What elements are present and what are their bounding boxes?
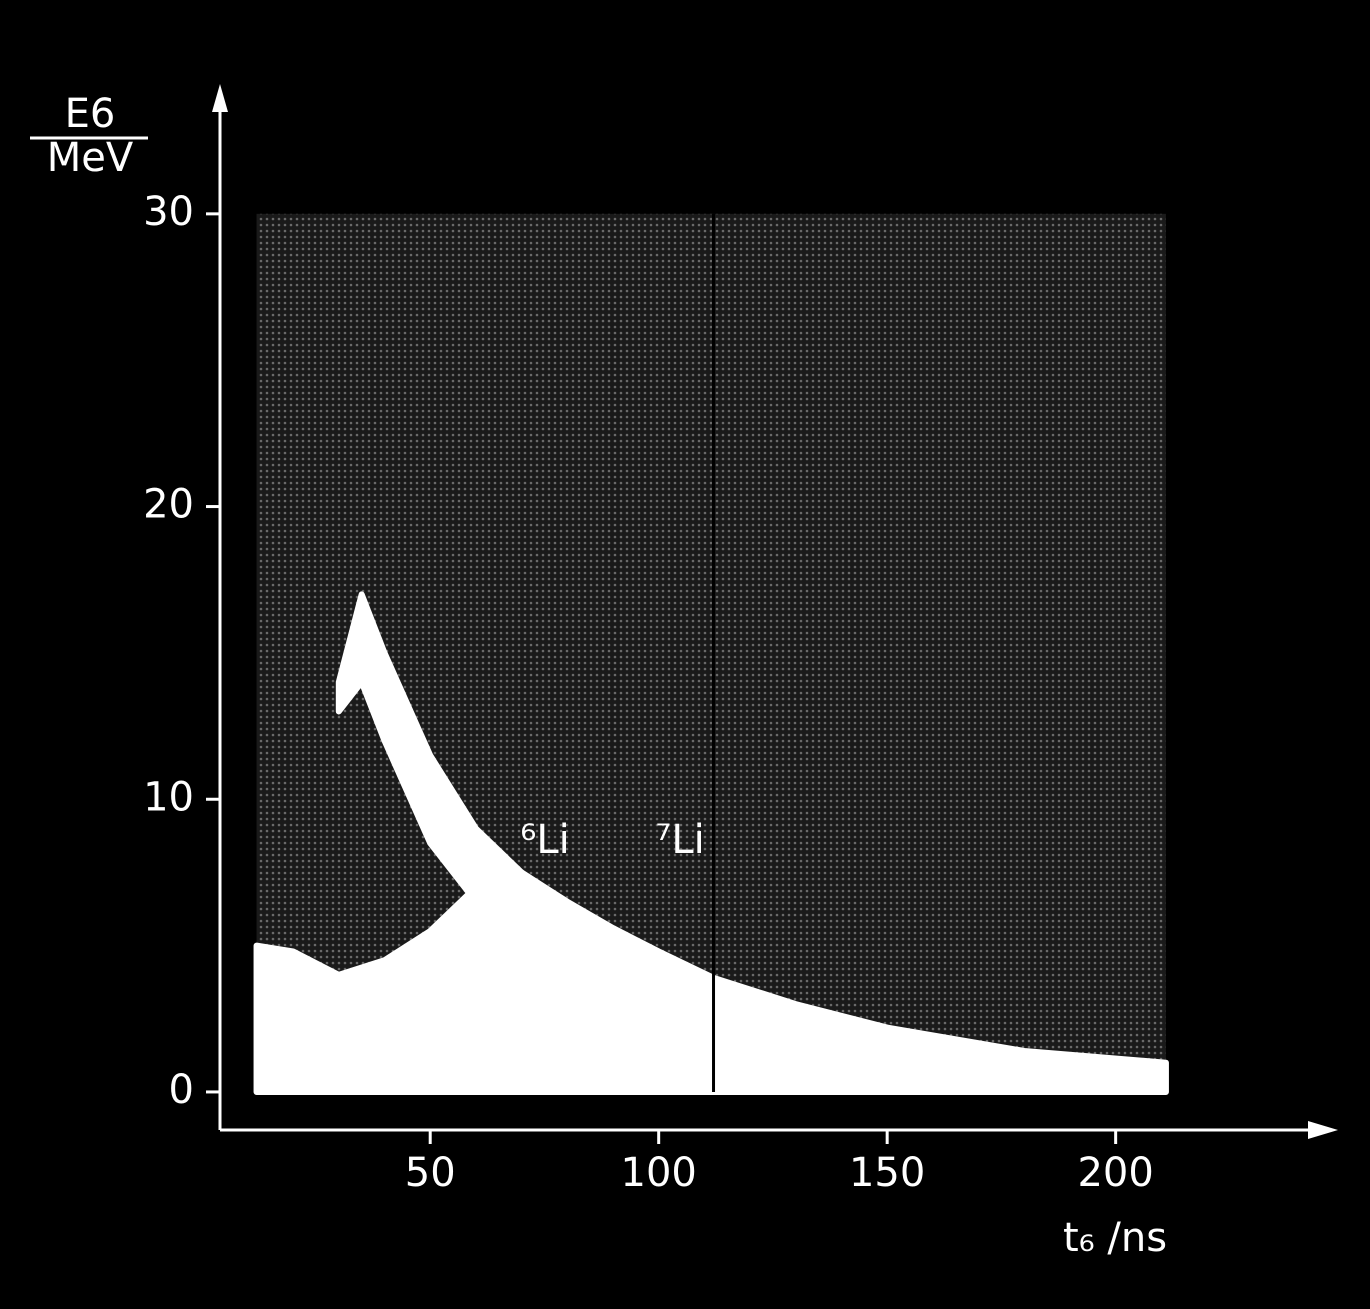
- x-axis-arrow: [1308, 1121, 1338, 1139]
- x-tick-label: 150: [849, 1150, 925, 1196]
- x-tick-label: 50: [405, 1150, 456, 1196]
- y-tick-label: 20: [143, 482, 194, 528]
- y-tick-label: 0: [169, 1067, 194, 1113]
- y-label-denominator: MeV: [47, 135, 134, 181]
- annotation: ⁷Li: [655, 817, 704, 863]
- annotation: ⁶Li: [520, 817, 569, 863]
- y-axis-arrow: [212, 84, 228, 112]
- x-tick-label: 100: [621, 1150, 697, 1196]
- y-label-numerator: E6: [65, 91, 116, 137]
- density-band: [335, 591, 525, 920]
- x-label: t₆ /ns: [1063, 1215, 1167, 1261]
- y-tick-label: 30: [143, 189, 194, 235]
- plot-area: [253, 213, 1169, 1095]
- x-tick-label: 200: [1077, 1150, 1153, 1196]
- y-tick-label: 10: [143, 774, 194, 820]
